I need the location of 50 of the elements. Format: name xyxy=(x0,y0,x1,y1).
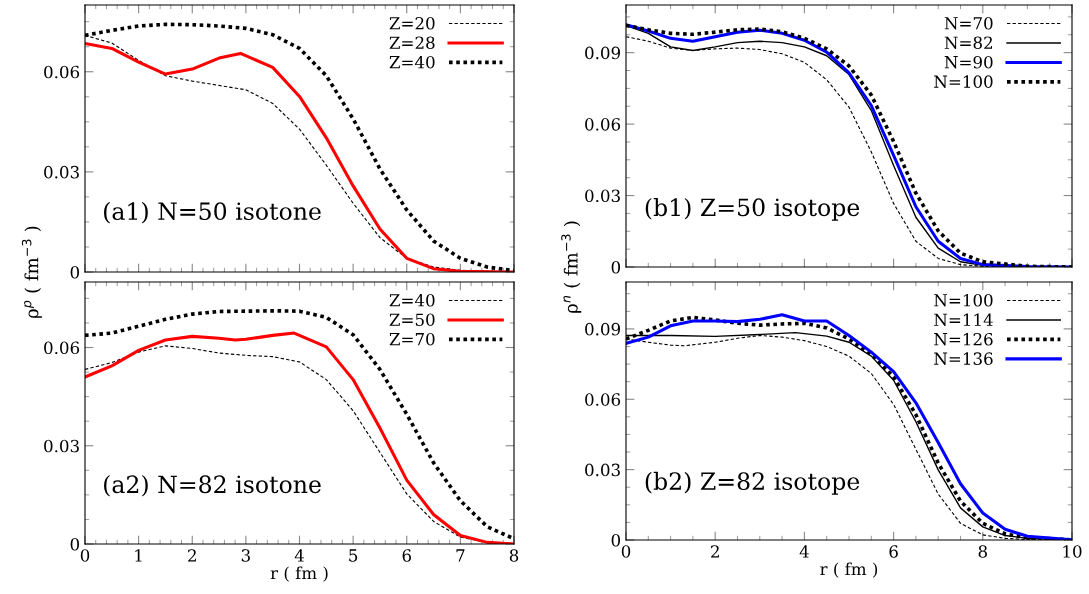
legend-label: N=100 xyxy=(934,293,993,307)
x-axis-title: r ( fm ) xyxy=(270,566,328,582)
y-tick-label: 0.09 xyxy=(585,322,621,336)
x-tick-label: 8 xyxy=(978,545,987,558)
x-tick-label: 4 xyxy=(294,549,304,562)
x-tick-label: 0 xyxy=(80,549,90,562)
legend-label: N=90 xyxy=(944,55,993,69)
annotation: (a1) N=50 isotone xyxy=(104,201,321,224)
legend-label: N=70 xyxy=(944,16,993,30)
y-tick-label: 0 xyxy=(611,260,621,274)
x-tick-label: 0 xyxy=(621,545,631,558)
x-tick-label: 1 xyxy=(135,549,142,562)
legend-label: Z=28 xyxy=(389,36,435,50)
y-axis-title: ρ$^{n}$ ( fm$^{−3}$ ) xyxy=(561,221,582,313)
x-tick-label: 3 xyxy=(241,549,250,562)
legend-label: N=114 xyxy=(934,313,993,327)
y-tick-label: 0.03 xyxy=(44,165,79,179)
x-tick-label: 7 xyxy=(456,549,465,562)
legend-label: Z=40 xyxy=(389,293,435,307)
y-tick-label: 0.03 xyxy=(44,439,79,453)
legend-label: Z=70 xyxy=(389,332,435,346)
y-tick-label: 0 xyxy=(611,533,621,547)
x-axis-title: r ( fm ) xyxy=(820,562,878,578)
x-tick-label: 4 xyxy=(799,545,809,558)
y-tick-label: 0.06 xyxy=(44,65,80,79)
y-tick-label: 0.06 xyxy=(44,341,80,355)
y-tick-label: 0.06 xyxy=(585,393,621,406)
legend-label: N=126 xyxy=(934,332,993,346)
x-tick-label: 5 xyxy=(349,549,358,562)
legend-label: Z=50 xyxy=(389,313,435,327)
legend-label: N=100 xyxy=(934,75,993,88)
legend-label: N=82 xyxy=(944,36,993,50)
legend-label: Z=40 xyxy=(389,55,435,69)
y-tick-label: 0.03 xyxy=(585,463,620,477)
y-axis-title: ρ$^{p}$ ( fm$^{−3}$ ) xyxy=(21,226,42,318)
x-tick-label: 2 xyxy=(188,549,196,562)
y-tick-label: 0.06 xyxy=(585,118,621,131)
annotation: (b1) Z=50 isotope xyxy=(645,197,860,221)
x-tick-label: 6 xyxy=(889,545,898,558)
legend-label: N=136 xyxy=(934,352,993,365)
x-tick-label: 10 xyxy=(1063,545,1082,558)
annotation: (b2) Z=82 isotope xyxy=(645,471,860,495)
annotation: (a2) N=82 isotone xyxy=(104,474,321,497)
legend-label: Z=20 xyxy=(389,16,435,30)
y-tick-label: 0.09 xyxy=(585,46,621,60)
y-tick-label: 0 xyxy=(70,265,80,279)
x-tick-label: 6 xyxy=(402,549,411,562)
y-tick-label: 0.03 xyxy=(585,189,620,203)
x-tick-label: 8 xyxy=(509,549,519,562)
x-tick-label: 2 xyxy=(711,545,719,558)
